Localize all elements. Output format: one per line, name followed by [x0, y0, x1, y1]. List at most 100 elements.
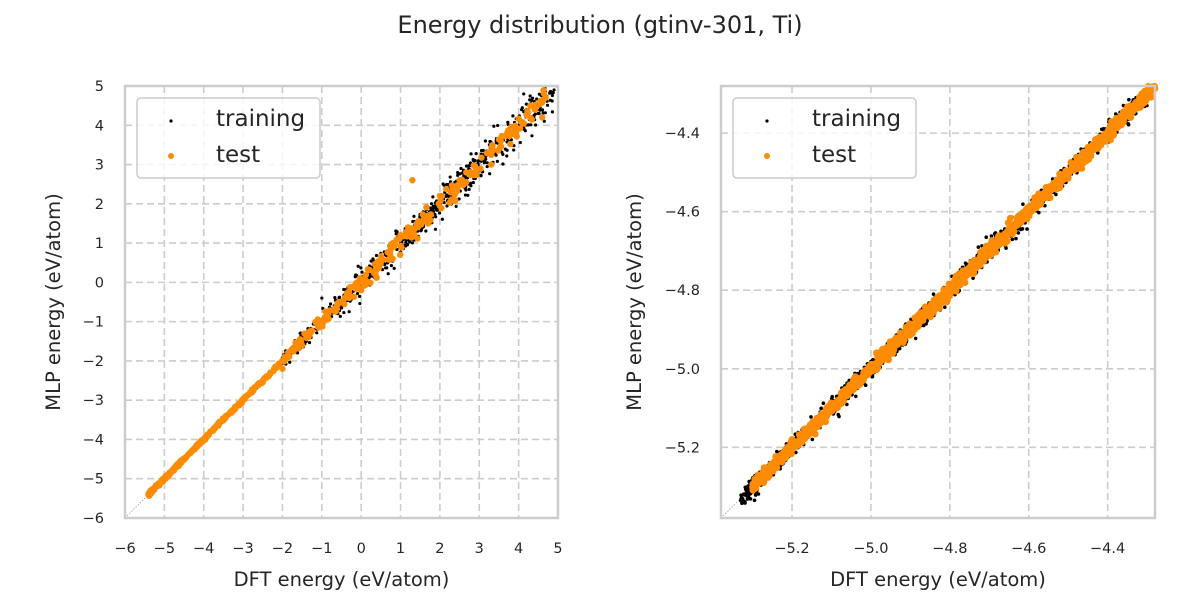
test-point [765, 472, 773, 480]
training-point [1021, 202, 1025, 206]
test-point [893, 338, 900, 346]
test-point [1143, 90, 1151, 98]
y-tick-label: −4 [83, 432, 104, 448]
test-point [843, 385, 851, 393]
training-point [821, 401, 826, 406]
training-point [989, 234, 994, 238]
training-point [357, 294, 362, 298]
left-x-axis-label: DFT energy (eV/atom) [234, 568, 450, 591]
test-point [1110, 131, 1117, 139]
x-tick-label: −2 [272, 541, 293, 557]
training-point [1126, 122, 1131, 127]
test-point [350, 293, 358, 300]
training-point [529, 123, 533, 127]
test-point [298, 342, 306, 349]
test-point [757, 474, 765, 482]
training-point [371, 257, 375, 261]
y-tick-label: −5.2 [665, 440, 700, 456]
left-legend-training-label: training [216, 106, 305, 132]
training-point [550, 99, 554, 103]
test-point [270, 367, 277, 375]
training-point [464, 164, 469, 168]
training-point [745, 488, 750, 493]
training-point [1016, 231, 1021, 235]
right-axes: −5.2 −5.0 −4.8 −4.6 −4.4 −5.2−5.0−4.8−4.6−4.… [623, 82, 1159, 591]
test-point [1061, 171, 1068, 179]
training-point [466, 193, 470, 197]
test-point [1116, 115, 1124, 122]
training-point [971, 276, 975, 280]
x-tick-label: −4 [193, 541, 214, 557]
left-legend-box [136, 97, 321, 179]
y-tick-label: −5.0 [665, 362, 700, 378]
test-point [352, 285, 360, 292]
training-point [389, 264, 394, 268]
test-point [443, 185, 450, 193]
test-point [1046, 186, 1054, 193]
x-tick-label: 5 [553, 541, 562, 557]
training-point [337, 295, 342, 299]
test-point [424, 220, 432, 227]
test-point [409, 177, 416, 184]
training-point [548, 91, 552, 95]
x-tick-label: −1 [311, 541, 332, 557]
test-point [811, 430, 819, 438]
training-point [1014, 236, 1018, 241]
training-point [540, 108, 545, 112]
test-point [447, 189, 455, 196]
test-point [879, 345, 886, 353]
test-point [1042, 194, 1049, 201]
test-point [472, 168, 479, 175]
test-point [1068, 167, 1076, 174]
test-point [397, 232, 404, 239]
x-tick-label: 3 [475, 541, 484, 557]
test-point [969, 266, 977, 273]
right-legend-test-label: test [812, 142, 856, 168]
y-tick-label: −5 [83, 472, 104, 488]
training-point [469, 181, 473, 185]
test-point [539, 98, 546, 105]
test-point [379, 256, 387, 263]
test-point [812, 423, 820, 431]
y-tick-label: 1 [95, 236, 104, 252]
training-point [471, 180, 475, 185]
test-point [912, 322, 919, 330]
test-point [523, 111, 530, 118]
training-point [469, 152, 473, 156]
right-y-axis-label: MLP energy (eV/atom) [623, 193, 646, 410]
training-point [756, 492, 761, 496]
test-point [1006, 227, 1014, 235]
test-point [230, 407, 237, 414]
y-tick-label: −4.6 [665, 205, 700, 221]
test-point [489, 141, 496, 149]
test-point [511, 122, 519, 129]
training-point [434, 215, 438, 219]
training-point [976, 245, 981, 249]
training-point [748, 497, 753, 501]
training-point [518, 140, 522, 145]
y-tick-label: −4.4 [665, 126, 700, 142]
test-point [261, 374, 268, 382]
test-point [996, 241, 1003, 248]
test-point [505, 127, 513, 134]
test-point [456, 177, 463, 184]
training-point [440, 217, 445, 221]
training-point [809, 415, 813, 419]
test-point [1012, 219, 1020, 227]
x-tick-label: −6 [114, 541, 135, 557]
training-point [464, 188, 468, 192]
test-point [916, 315, 924, 323]
y-tick-label: 2 [95, 197, 104, 213]
training-point [740, 495, 744, 500]
test-point [830, 402, 838, 409]
right-y-tick-labels: −5.2−5.0−4.8−4.6−4.4 [665, 126, 700, 456]
training-point [315, 331, 319, 335]
x-tick-label: −5.2 [774, 541, 809, 557]
test-point [788, 436, 796, 443]
x-tick-label: 4 [514, 541, 523, 557]
training-point [394, 229, 398, 233]
training-point [524, 102, 528, 106]
training-point [528, 98, 532, 102]
training-point [897, 346, 902, 351]
